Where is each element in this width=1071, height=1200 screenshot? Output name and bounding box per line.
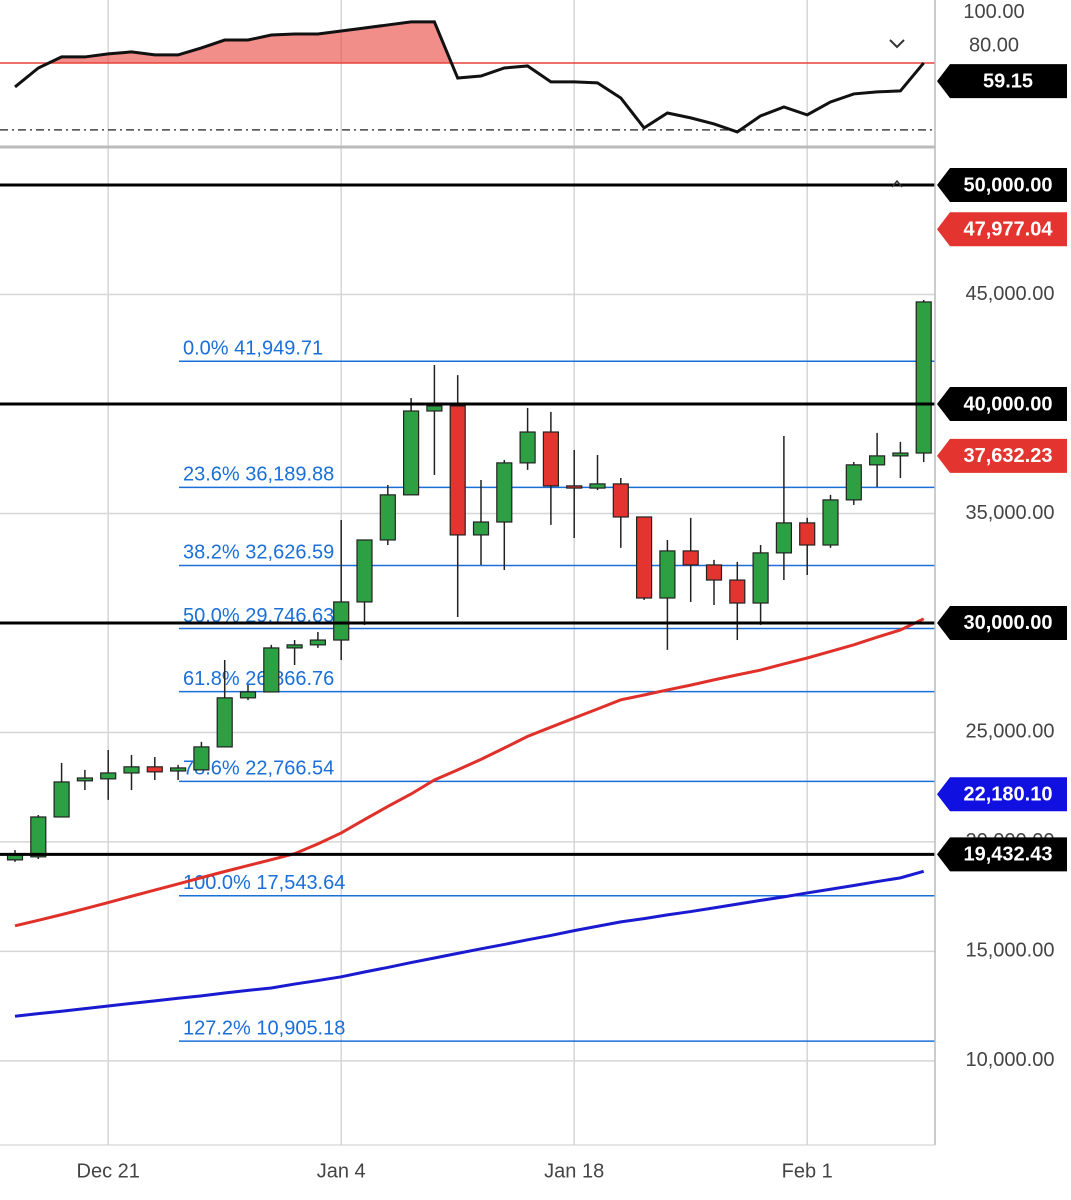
candle-body: [635, 516, 653, 599]
overbought-fill: [15, 21, 924, 63]
x-tick-label: Dec 21: [77, 1160, 140, 1182]
candle-body: [496, 462, 513, 523]
candle-body: [76, 777, 94, 782]
candle-body: [100, 772, 117, 780]
price-level-tag-label: 50,000.00: [964, 174, 1053, 196]
collapse-icon[interactable]: [889, 39, 905, 49]
oscillator-line: [14, 20, 925, 134]
candle-body: [915, 301, 932, 454]
oscillator-value-tag: [937, 64, 1067, 99]
candle-body: [426, 405, 443, 412]
y-tick-label: 10,000.00: [966, 1049, 1055, 1071]
candle-body: [146, 766, 163, 773]
candle-body: [472, 521, 490, 536]
candle-body: [193, 746, 210, 771]
price-level-tag: [937, 386, 1067, 421]
y-tick-label: 100.00: [963, 1, 1024, 23]
candle-body: [752, 552, 769, 604]
price-level-tag-label: 40,000.00: [964, 393, 1053, 415]
candle-body: [612, 483, 629, 518]
candle-body: [682, 550, 699, 566]
fib-label: 78.6% 22,766.54: [183, 758, 334, 780]
y-tick-label: 45,000.00: [966, 283, 1055, 305]
y-tick-label: 15,000.00: [966, 940, 1055, 962]
candle-body: [845, 464, 862, 501]
price-level-tag: [937, 168, 1067, 203]
candle-body: [239, 691, 257, 699]
candle-body: [799, 522, 816, 546]
moving-average: [14, 869, 925, 1018]
candle-body: [123, 766, 140, 774]
candle-body: [403, 410, 420, 496]
candle-body: [729, 579, 746, 604]
price-level-tag: [937, 605, 1067, 640]
candle-body: [566, 485, 583, 489]
candle-body: [53, 781, 70, 818]
candle-body: [822, 499, 839, 546]
fib-label: 61.8% 26,866.76: [183, 668, 334, 690]
x-tick-label: Jan 18: [544, 1160, 604, 1182]
x-tick-label: Jan 4: [317, 1160, 366, 1182]
moving-average: [14, 617, 925, 928]
candle-body: [705, 564, 723, 581]
fib-label: 23.6% 36,189.88: [183, 464, 334, 486]
candle-body: [379, 494, 396, 541]
candle-body: [309, 639, 326, 646]
fib-label: 100.0% 17,543.64: [183, 872, 345, 894]
y-tick-label: 25,000.00: [966, 721, 1055, 743]
candle-body: [286, 644, 303, 649]
x-tick-label: Feb 1: [782, 1160, 833, 1182]
fib-label: 127.2% 10,905.18: [183, 1017, 345, 1039]
price-tag: [937, 212, 1067, 247]
price-tag: [937, 777, 1067, 812]
price-level-tag: [937, 837, 1067, 872]
candle-body: [333, 601, 350, 641]
candle-body: [263, 647, 280, 693]
candle-body: [519, 431, 536, 464]
price-tag-label: 22,180.10: [964, 783, 1053, 805]
fib-label: 0.0% 41,949.71: [183, 338, 323, 360]
fib-label: 38.2% 32,626.59: [183, 542, 334, 564]
price-level-tag-label: 19,432.43: [964, 844, 1053, 866]
price-tag-label: 37,632.23: [964, 445, 1053, 467]
candle-body: [589, 483, 606, 489]
oscillator-value-tag-label: 59.15: [983, 70, 1033, 92]
candle-body: [356, 539, 373, 603]
candle-body: [892, 452, 909, 457]
candle-body: [542, 431, 560, 487]
price-level-tag-label: 30,000.00: [964, 612, 1053, 634]
candle-body: [868, 455, 886, 466]
fib-label: 50.0% 29,746.63: [183, 605, 334, 627]
y-tick-label: 80.00: [969, 34, 1019, 56]
candle-body: [775, 522, 793, 554]
candle-body: [216, 697, 233, 748]
expand-icon[interactable]: [891, 179, 903, 188]
candle-body: [30, 816, 47, 858]
price-tag: [937, 438, 1067, 473]
y-tick-label: 35,000.00: [966, 502, 1055, 524]
candle-body: [170, 767, 187, 772]
candle-body: [449, 405, 466, 536]
price-tag-label: 47,977.04: [964, 219, 1054, 241]
candle-body: [659, 550, 676, 599]
